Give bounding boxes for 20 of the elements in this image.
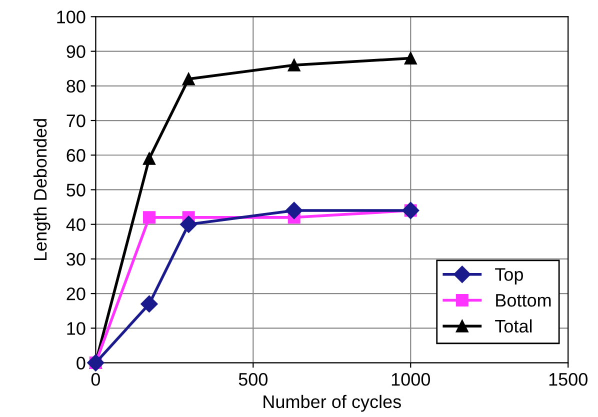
y-tick-label: 10 <box>67 322 86 335</box>
y-tick-label: 20 <box>66 288 86 300</box>
x-tick-label: 1500 <box>549 372 588 386</box>
y-tick-label: 60 <box>66 149 86 162</box>
legend-label: Total <box>495 319 532 333</box>
legend-label: Bottom <box>496 294 551 307</box>
x-tick-label: 1000 <box>392 372 430 386</box>
y-axis-title: Length Debonded <box>33 119 50 260</box>
y-tick-label: 90 <box>66 45 86 58</box>
x-axis-title: Number of cycles <box>264 394 401 412</box>
x-tick-label: 0 <box>91 372 100 386</box>
x-tick-label: 500 <box>238 372 268 386</box>
y-tick-label: 80 <box>66 80 86 93</box>
y-tick-label: 30 <box>66 252 86 266</box>
y-tick-label: 100 <box>57 10 86 24</box>
y-tick-label: 50 <box>66 184 86 196</box>
y-tick-label: 70 <box>66 114 86 128</box>
legend-label: Top <box>495 268 523 284</box>
y-tick-label: 0 <box>76 356 86 370</box>
y-tick-label: 40 <box>66 218 86 232</box>
